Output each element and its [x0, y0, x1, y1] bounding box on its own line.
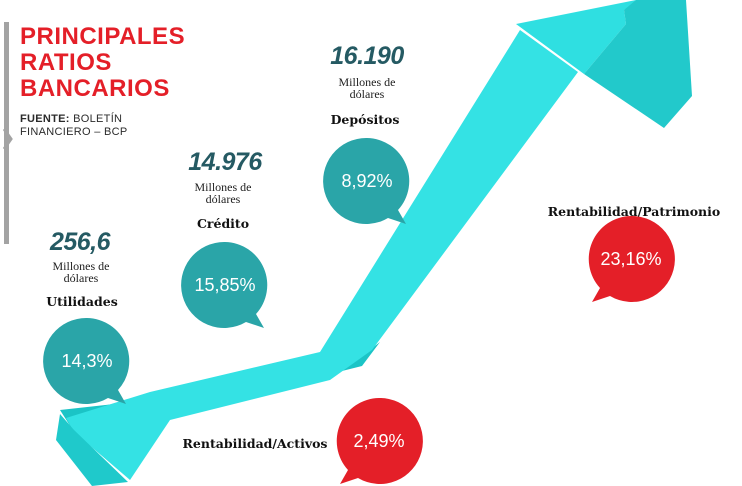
utilidades-bubble: 14,3%	[43, 317, 130, 404]
credito-unit: Millones de dólares	[178, 181, 268, 205]
speech-bubble-red	[336, 397, 423, 484]
rent-patrimonio-pct: 23,16%	[600, 249, 662, 269]
rent-patrimonio-bubble: 23,16%	[588, 215, 675, 302]
speech-bubble-red	[588, 215, 675, 302]
credito-label: Crédito	[196, 216, 250, 231]
depositos-unit: Millones de dólares	[322, 76, 412, 100]
arrow-tail-side	[56, 414, 128, 486]
rent-activos-label: Rentabilidad/Activos	[182, 436, 328, 451]
credito-bubble: 15,85%	[181, 241, 268, 328]
title-line-1: PRINCIPALES	[20, 23, 186, 50]
unit-line-2: dólares	[205, 192, 241, 206]
rent-activos-bubble: 2,49%	[336, 397, 423, 484]
speech-bubble-teal	[181, 241, 268, 328]
utilidades-label: Utilidades	[46, 294, 118, 309]
depositos-amount: 16.190	[330, 42, 404, 70]
unit-line-1: Millones de	[52, 259, 110, 273]
credito-pct: 15,85%	[194, 275, 256, 295]
unit-line-2: dólares	[63, 271, 99, 285]
credito-amount: 14.976	[188, 148, 262, 176]
speech-bubble-teal	[43, 317, 130, 404]
rent-patrimonio-label: Rentabilidad/Patrimonio	[547, 204, 721, 219]
source-text-2: FINANCIERO – BCP	[20, 126, 128, 138]
chevron-right-icon	[3, 128, 13, 150]
rent-activos-pct: 2,49%	[353, 431, 405, 451]
depositos-pct: 8,92%	[341, 171, 393, 191]
title-line-2: RATIOS	[20, 49, 112, 76]
depositos-label: Depósitos	[330, 112, 400, 127]
utilidades-unit: Millones de dólares	[36, 260, 126, 284]
utilidades-pct: 14,3%	[61, 351, 113, 371]
source-text-1: BOLETÍN	[73, 113, 123, 125]
source-note: FUENTE: BOLETÍN FINANCIERO – BCP	[20, 113, 220, 139]
title-line-3: BANCARIOS	[20, 75, 170, 102]
unit-line-1: Millones de	[338, 75, 396, 89]
unit-line-2: dólares	[349, 87, 385, 101]
utilidades-amount: 256,6	[49, 228, 111, 256]
unit-line-1: Millones de	[194, 180, 252, 194]
arrow-band	[66, 30, 578, 480]
page-title: PRINCIPALES RATIOS BANCARIOS	[20, 24, 260, 102]
arrow-head-side	[584, 0, 692, 128]
arrow-head	[516, 0, 636, 74]
depositos-bubble: 8,92%	[323, 137, 410, 224]
speech-bubble-teal	[323, 137, 410, 224]
source-label: FUENTE:	[20, 113, 70, 125]
